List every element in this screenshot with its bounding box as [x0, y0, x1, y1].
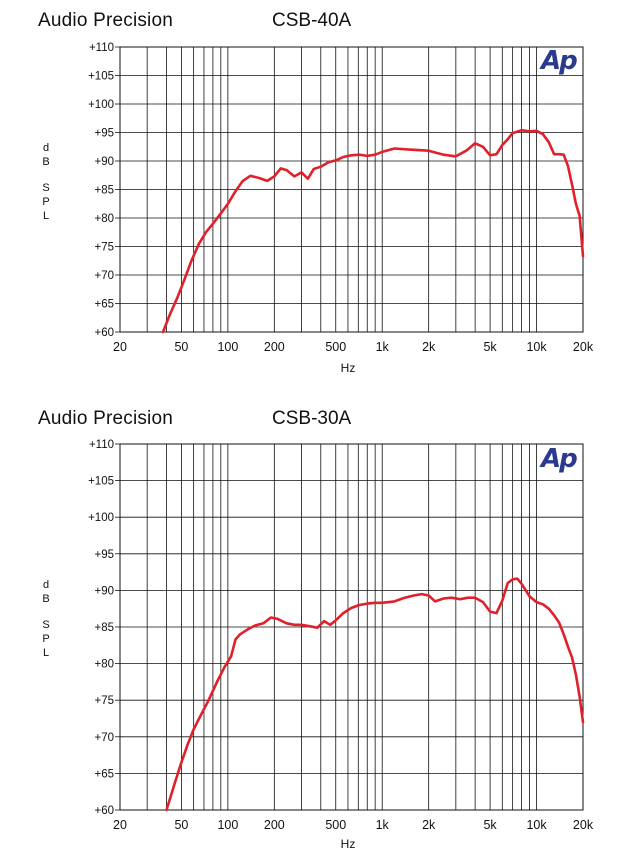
ap-logo: Ap: [541, 46, 578, 76]
y-axis-label-char: S: [42, 619, 50, 631]
y-axis-label-char: P: [42, 196, 50, 208]
y-tick-label: +95: [94, 549, 114, 561]
y-tick-label: +105: [88, 476, 114, 488]
frequency-response-curve: [165, 577, 585, 812]
y-axis-label-char: S: [42, 182, 50, 194]
y-tick-label: +70: [94, 270, 114, 282]
y-tick-label: +80: [94, 659, 114, 671]
x-tick-label: 50: [174, 340, 188, 354]
chart-panel-csb-40a: Audio Precision CSB-40A +60 +65 +70 +75 +80 +…: [0, 0, 627, 395]
y-tick-label: +90: [94, 585, 114, 597]
brand-label: Audio Precision: [38, 408, 174, 429]
y-tick-label: +85: [94, 185, 114, 197]
y-tick-label: +70: [94, 732, 114, 744]
chart-title: CSB-40A: [272, 10, 352, 31]
y-tick-label: +110: [89, 42, 114, 54]
x-tick-label: 1k: [376, 340, 390, 354]
x-tick-label: 2k: [422, 340, 436, 354]
x-tick-label: 20k: [573, 340, 594, 354]
x-tick-label: 20k: [573, 818, 594, 832]
y-tick-label: +60: [94, 805, 114, 817]
y-tick-label: +75: [94, 242, 114, 254]
y-tick-label: +80: [94, 213, 114, 225]
grid: [119, 46, 584, 333]
x-tick-label: 500: [325, 818, 346, 832]
y-tick-label: +85: [94, 622, 114, 634]
y-axis-label-char: d: [42, 142, 50, 154]
x-tick-label: 10k: [526, 340, 547, 354]
y-tick-label: +90: [94, 156, 114, 168]
brand-label: Audio Precision: [38, 10, 174, 31]
y-tick-label: +100: [88, 99, 114, 111]
y-axis-label: d B S P L: [40, 578, 52, 660]
y-axis-label-char: L: [42, 210, 50, 222]
x-tick-label: 100: [217, 340, 238, 354]
x-tick-label: 5k: [483, 818, 497, 832]
y-tick-label: +65: [94, 299, 114, 311]
y-axis-label-char: B: [42, 156, 50, 168]
x-tick-label: 1k: [376, 818, 390, 832]
y-tick-label: +60: [94, 327, 114, 339]
x-tick-label: 10k: [526, 818, 547, 832]
y-tick-label: +105: [88, 71, 114, 83]
x-tick-label: 500: [325, 340, 346, 354]
ap-logo: Ap: [541, 444, 578, 474]
x-tick-label: 20: [113, 340, 127, 354]
x-tick-label: 200: [264, 818, 285, 832]
y-tick-label: +75: [94, 695, 114, 707]
x-tick-label: 5k: [483, 340, 497, 354]
y-tick-label: +110: [89, 439, 114, 451]
x-tick-label: 200: [264, 340, 285, 354]
x-axis-title: Hz: [340, 361, 356, 375]
y-axis-label-char: L: [42, 647, 50, 659]
x-tick-label: 50: [174, 818, 188, 832]
y-tick-label: +95: [94, 128, 114, 140]
x-tick-label: 100: [217, 818, 238, 832]
y-axis-label-char: B: [42, 593, 50, 605]
frequency-response-curve: [161, 128, 585, 334]
frequency-response-chart: +60 +65 +70 +75 +80 +85 +90 +95 +100 +105 +110 20 50…: [88, 42, 594, 354]
y-axis-label: d B S P L: [40, 141, 52, 223]
frequency-response-chart: +60 +65 +70 +75 +80 +85 +90 +95 +100 +105 +110 20 50…: [88, 439, 594, 832]
y-axis-label-char: P: [42, 633, 50, 645]
y-tick-label: +100: [88, 512, 114, 524]
grid: [119, 443, 584, 811]
x-tick-label: 2k: [422, 818, 436, 832]
x-axis-title: Hz: [340, 837, 356, 851]
chart-title: CSB-30A: [272, 408, 352, 429]
y-axis-label-char: d: [42, 579, 50, 591]
x-tick-label: 20: [113, 818, 127, 832]
chart-panel-csb-30a: Audio Precision CSB-30A +60 +65 +70 +75 +80 +…: [0, 398, 627, 861]
y-tick-label: +65: [94, 768, 114, 780]
